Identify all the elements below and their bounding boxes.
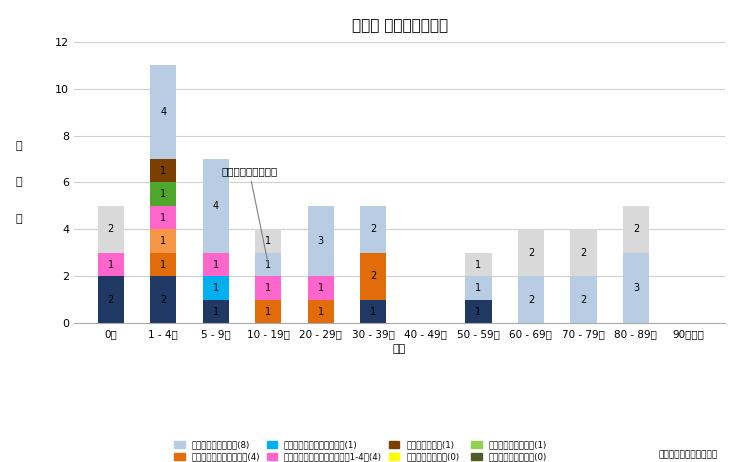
Text: 1: 1 [317, 307, 324, 316]
Text: 1: 1 [161, 166, 167, 176]
Text: 出: 出 [16, 177, 22, 188]
Text: 数: 数 [16, 214, 22, 224]
Bar [150, 206, 176, 230]
Text: 2: 2 [580, 248, 587, 258]
X-axis label: 年齢: 年齢 [393, 345, 406, 354]
Title: 年齢別 病原体検出状況: 年齢別 病原体検出状況 [352, 18, 448, 33]
Text: 1: 1 [265, 283, 272, 293]
Bar [150, 253, 176, 276]
Bar [98, 206, 124, 253]
Bar [255, 230, 281, 253]
Bar [203, 276, 229, 300]
Text: 1: 1 [475, 260, 482, 270]
Text: 検: 検 [16, 141, 22, 151]
Text: 1: 1 [265, 260, 272, 270]
Legend: 新型コロナウイルス(8), インフルエンザウイルス(4), ライノウイルス(6), RSウイルス(1), ヒトメタニューモウイルス(1), パラインフルエンザウ: 新型コロナウイルス(8), インフルエンザウイルス(4), ライノウイルス(6)… [174, 440, 547, 462]
Text: 1: 1 [212, 260, 219, 270]
Text: 1: 1 [161, 189, 167, 199]
Bar [623, 206, 649, 253]
Text: 1: 1 [475, 283, 482, 293]
Bar [623, 253, 649, 323]
Text: 4: 4 [212, 201, 219, 211]
Bar [150, 159, 176, 182]
Bar [150, 230, 176, 253]
Bar [98, 276, 124, 323]
Text: 4: 4 [161, 107, 167, 117]
Text: 2: 2 [580, 295, 587, 305]
Bar [308, 206, 334, 276]
Bar [308, 300, 334, 323]
Text: 1: 1 [161, 260, 167, 270]
Text: 1: 1 [212, 307, 219, 316]
Bar [150, 65, 176, 159]
Bar [518, 276, 544, 323]
Text: 1: 1 [265, 307, 272, 316]
Bar [308, 276, 334, 300]
Bar [571, 276, 596, 323]
Bar [203, 300, 229, 323]
Bar [255, 276, 281, 300]
Bar [150, 182, 176, 206]
Bar [360, 206, 386, 253]
Text: 2: 2 [528, 295, 534, 305]
Text: 2: 2 [528, 248, 534, 258]
Text: 1: 1 [161, 236, 167, 246]
Text: 1: 1 [475, 307, 482, 316]
Text: 3: 3 [317, 236, 324, 246]
Text: 2: 2 [107, 225, 114, 234]
Text: 1: 1 [161, 213, 167, 223]
Text: 3: 3 [633, 283, 639, 293]
Text: 1: 1 [317, 283, 324, 293]
Bar [465, 276, 491, 300]
Text: 1: 1 [265, 236, 272, 246]
Bar [465, 300, 491, 323]
Text: 1: 1 [212, 283, 219, 293]
Text: （）内は全年齢の検出数: （）内は全年齢の検出数 [659, 451, 718, 460]
Text: 1: 1 [108, 260, 114, 270]
Bar [98, 253, 124, 276]
Text: 新型コロナウイルス: 新型コロナウイルス [221, 166, 278, 262]
Bar [518, 230, 544, 276]
Bar [360, 300, 386, 323]
Text: 2: 2 [370, 272, 377, 281]
Bar [203, 253, 229, 276]
Bar [255, 253, 281, 276]
Text: 1: 1 [370, 307, 377, 316]
Bar [255, 300, 281, 323]
Text: 2: 2 [160, 295, 166, 305]
Bar [203, 159, 229, 253]
Text: 2: 2 [370, 225, 377, 234]
Bar [150, 276, 176, 323]
Bar [360, 253, 386, 300]
Text: 2: 2 [107, 295, 114, 305]
Text: 2: 2 [633, 225, 639, 234]
Bar [465, 253, 491, 276]
Bar [571, 230, 596, 276]
